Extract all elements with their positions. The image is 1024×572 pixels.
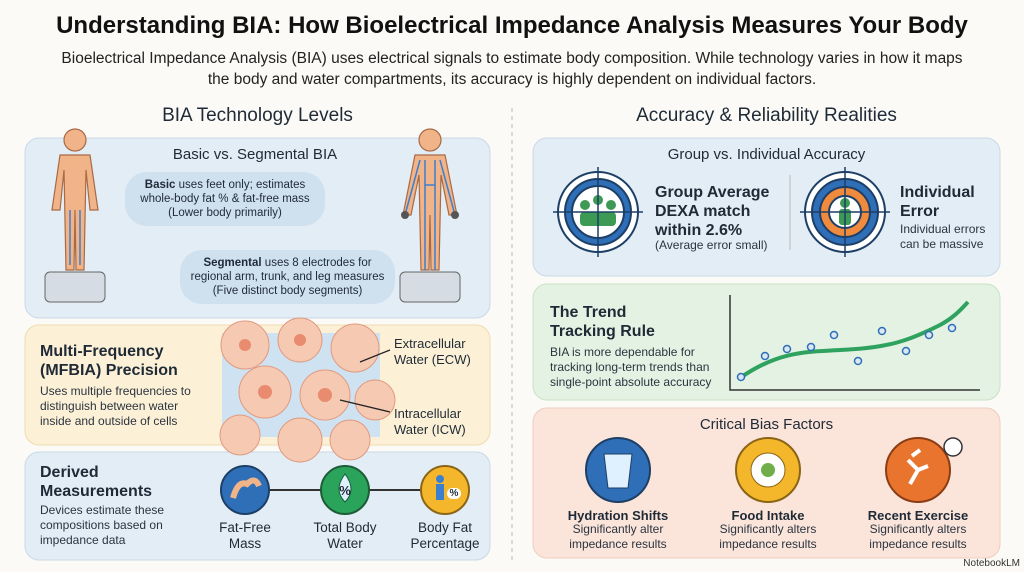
group-title: Group Average DEXA match within 2.6% <box>655 184 770 239</box>
info-pill: Segmental uses 8 electrodes for regional… <box>180 250 395 304</box>
text: uses feet only; estimates whole-body fat… <box>140 179 310 205</box>
card-title: Critical Bias Factors <box>699 416 834 433</box>
card-text: Uses multiple frequencies to distinguish… <box>40 384 191 428</box>
measure-label: Fat-Free Mass <box>219 520 271 551</box>
text: uses 8 electrodes for regional arm, trun… <box>190 257 385 283</box>
factor-text: Significantly alters impedance results <box>869 522 967 551</box>
individual-note: Individual errors can be massive <box>900 222 986 251</box>
card-title: Multi-Frequency (MFBIA) Precision <box>40 343 178 379</box>
section-heading: BIA Technology Levels <box>162 105 353 126</box>
brand: NotebookLM <box>963 558 1020 569</box>
factor-title: Food Intake <box>731 508 805 523</box>
lead: Basic <box>144 179 176 191</box>
measure-label: Body Fat Percentage <box>410 520 480 551</box>
card-title: The Trend Tracking Rule <box>550 304 655 340</box>
icon-symbol: % <box>339 483 351 498</box>
card-title: Basic vs. Segmental BIA <box>172 146 338 163</box>
section-heading: Accuracy & Reliability Realities <box>636 105 897 126</box>
ecw-label: Extracellular Water (ECW) <box>394 336 471 367</box>
note: (Five distinct body segments) <box>212 285 363 297</box>
factor-title: Hydration Shifts <box>567 508 669 523</box>
individual-title: Individual Error <box>900 184 975 220</box>
factor-title: Recent Exercise <box>867 508 969 523</box>
icw-label: Intracellular Water (ICW) <box>394 406 466 437</box>
lead: Segmental <box>203 257 262 269</box>
card-title: Derived Measurements <box>40 464 153 500</box>
subtitle: Bioelectrical Impedance Analysis (BIA) u… <box>61 50 963 88</box>
card-text: Devices estimate these compositions base… <box>40 503 165 547</box>
group-note: (Average error small) <box>655 238 768 252</box>
factor-text: Significantly alter impedance results <box>569 522 667 551</box>
note: (Lower body primarily) <box>168 207 282 219</box>
icon-symbol: % <box>447 488 461 499</box>
card-text: BIA is more dependable for tracking long… <box>550 345 712 389</box>
info-pill: Basic uses feet only; estimates whole-bo… <box>125 172 325 226</box>
measure-label: Total Body Water <box>313 520 377 551</box>
factor-text: Significantly alters impedance results <box>719 522 817 551</box>
title: Understanding BIA: How Bioelectrical Imp… <box>56 12 968 39</box>
card-title: Group vs. Individual Accuracy <box>667 146 866 163</box>
